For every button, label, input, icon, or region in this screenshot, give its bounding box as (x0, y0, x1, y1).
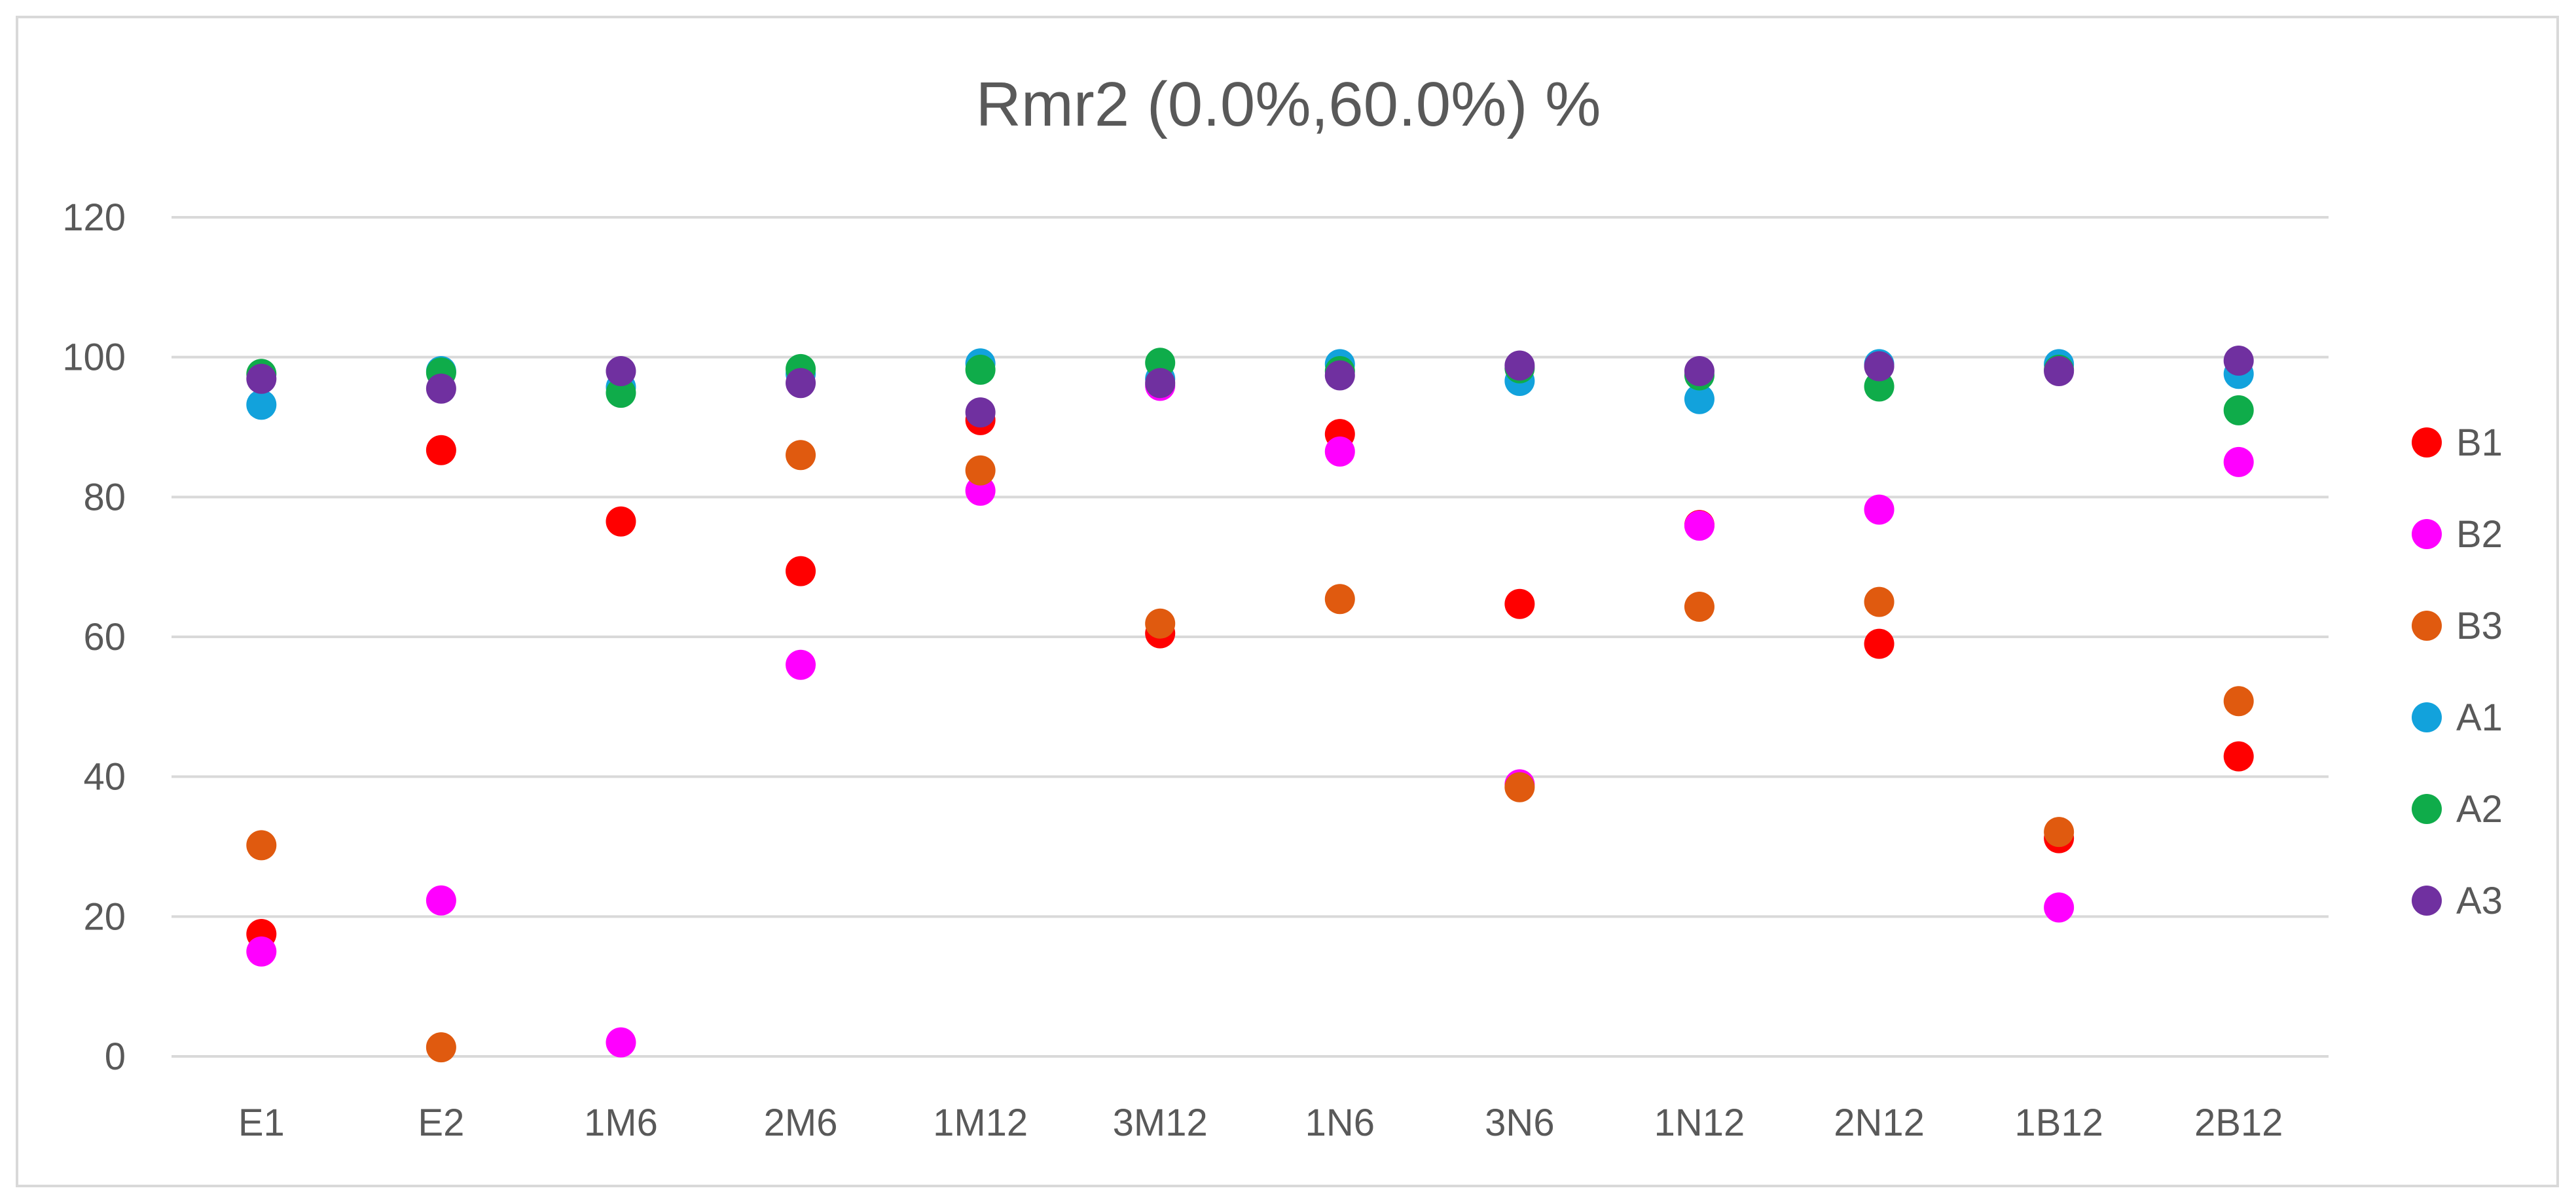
data-point (2223, 686, 2254, 717)
legend-label: B2 (2456, 513, 2503, 556)
y-tick-label: 60 (83, 616, 126, 658)
x-tick-label: 3M12 (1113, 1102, 1208, 1144)
x-tick-label: 1M12 (933, 1102, 1028, 1144)
legend: B1 B2 B3 A1 A2 A3 (2412, 422, 2503, 922)
series-b3 (246, 440, 2254, 1063)
legend-marker (2412, 519, 2442, 549)
data-point (1864, 494, 1895, 525)
data-point (786, 556, 816, 586)
legend-label: A1 (2456, 696, 2503, 739)
data-point (2223, 446, 2254, 477)
data-point (965, 397, 996, 428)
data-point (1504, 588, 1535, 619)
y-axis-ticks: 0 20 40 60 80 100 120 (62, 196, 126, 1078)
data-point (1504, 350, 1535, 381)
x-tick-label: 3N6 (1485, 1102, 1554, 1144)
data-point (965, 354, 996, 385)
data-point (1684, 592, 1714, 622)
x-tick-label: E2 (418, 1102, 464, 1144)
data-point (246, 389, 277, 420)
x-axis-ticks: E1 E2 1M6 2M6 1M12 3M12 1N6 3N6 1N12 2N12 1B12 2B12 (238, 1102, 2283, 1144)
data-point (1684, 384, 1714, 414)
x-tick-label: 1N6 (1305, 1102, 1375, 1144)
series-a2 (246, 348, 2254, 425)
data-point (1864, 586, 1895, 617)
chart-frame (16, 16, 2559, 1187)
gridlines (172, 216, 2329, 1058)
data-point (1684, 356, 1714, 387)
data-point (246, 363, 277, 394)
data-point (1324, 436, 1355, 467)
legend-label: B3 (2456, 605, 2503, 647)
x-tick-label: 2B12 (2194, 1102, 2283, 1144)
y-tick-label: 100 (62, 336, 126, 379)
data-point (2044, 817, 2075, 848)
legend-marker (2412, 702, 2442, 732)
y-tick-label: 0 (105, 1035, 126, 1078)
data-point (606, 378, 636, 408)
data-point (1145, 368, 1176, 399)
data-point (1324, 584, 1355, 615)
data-point (426, 885, 456, 916)
data-point (2223, 346, 2254, 376)
legend-marker (2412, 794, 2442, 824)
series-a1 (246, 348, 2254, 420)
data-point (426, 373, 456, 404)
data-point (426, 1032, 456, 1063)
y-tick-label: 80 (83, 476, 126, 518)
data-point (606, 506, 636, 537)
data-point (1145, 608, 1176, 639)
x-tick-label: 2N12 (1834, 1102, 1925, 1144)
data-point (2044, 892, 2075, 923)
y-tick-label: 40 (83, 756, 126, 799)
legend-label: B1 (2456, 422, 2503, 464)
legend-marker (2412, 886, 2442, 916)
legend-marker (2412, 427, 2442, 458)
series-a3 (246, 346, 2254, 428)
legend-label: A3 (2456, 880, 2503, 922)
data-point (1324, 360, 1355, 391)
chart-title: Rmr2 (0.0%,60.0%) % (976, 69, 1601, 139)
x-tick-label: 1B12 (2014, 1102, 2103, 1144)
data-point (1864, 351, 1895, 382)
data-point (2044, 356, 2075, 387)
legend-label: A2 (2456, 788, 2503, 831)
data-point (246, 936, 277, 967)
x-tick-label: E1 (238, 1102, 285, 1144)
data-point (2223, 395, 2254, 425)
data-point (965, 455, 996, 486)
series-b2 (246, 370, 2254, 1058)
y-tick-label: 20 (83, 895, 126, 938)
data-point (786, 649, 816, 680)
legend-marker (2412, 611, 2442, 641)
data-points (246, 346, 2254, 1063)
x-tick-label: 2M6 (764, 1102, 838, 1144)
x-tick-label: 1M6 (584, 1102, 658, 1144)
data-point (246, 830, 277, 861)
x-tick-label: 1N12 (1654, 1102, 1745, 1144)
data-point (1684, 511, 1714, 541)
data-point (606, 356, 636, 387)
data-point (1864, 628, 1895, 659)
data-point (426, 435, 456, 465)
data-point (1504, 772, 1535, 802)
data-point (2223, 741, 2254, 772)
y-tick-label: 120 (62, 196, 126, 239)
data-point (606, 1027, 636, 1058)
data-point (786, 440, 816, 471)
series-b1 (246, 404, 2254, 950)
data-point (786, 368, 816, 399)
